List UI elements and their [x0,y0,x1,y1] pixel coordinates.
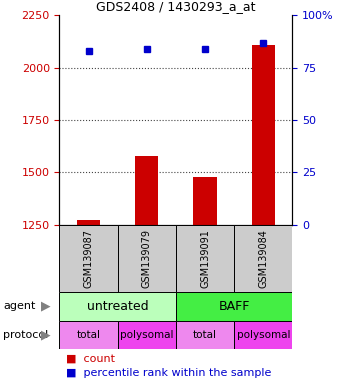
Text: ▶: ▶ [41,329,51,341]
Text: ■  percentile rank within the sample: ■ percentile rank within the sample [66,368,272,378]
Text: GSM139084: GSM139084 [258,229,268,288]
Text: GSM139079: GSM139079 [142,229,152,288]
Bar [59,225,118,292]
Bar [59,321,118,349]
Text: BAFF: BAFF [219,300,250,313]
Bar [252,45,275,225]
Text: total: total [193,330,217,340]
Bar [176,292,292,321]
Bar [193,177,217,225]
Bar [118,225,176,292]
Bar [59,292,176,321]
Text: agent: agent [3,301,36,311]
Bar [234,225,292,292]
Text: ■  count: ■ count [66,354,115,364]
Text: polysomal: polysomal [237,330,290,340]
Bar [118,321,176,349]
Text: protocol: protocol [3,330,49,340]
Text: total: total [76,330,101,340]
Text: ▶: ▶ [41,300,51,313]
Bar [234,321,292,349]
Text: GSM139091: GSM139091 [200,229,210,288]
Text: polysomal: polysomal [120,330,174,340]
Title: GDS2408 / 1430293_a_at: GDS2408 / 1430293_a_at [96,0,256,13]
Text: GSM139087: GSM139087 [84,229,94,288]
Bar [77,220,100,225]
Bar [176,321,234,349]
Bar [135,156,158,225]
Bar [176,225,234,292]
Text: untreated: untreated [87,300,149,313]
